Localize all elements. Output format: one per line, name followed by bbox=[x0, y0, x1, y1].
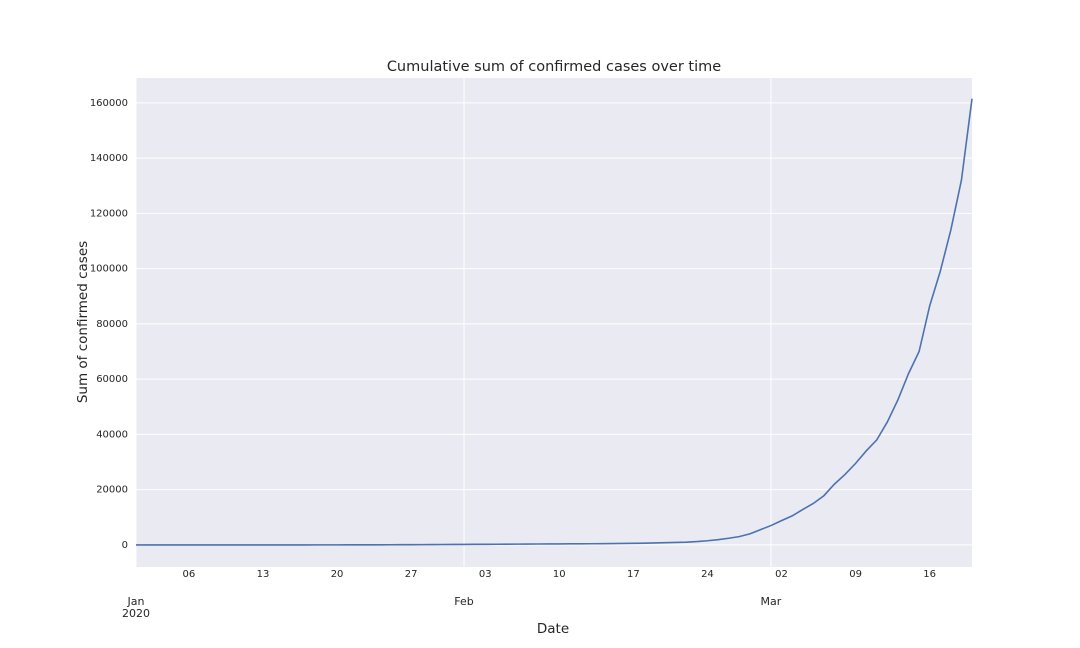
x-minor-tick-label: 13 bbox=[257, 569, 270, 580]
x-minor-tick-label: 20 bbox=[331, 569, 344, 580]
y-tick-label: 140000 bbox=[90, 153, 128, 164]
x-minor-tick-label: 27 bbox=[405, 569, 418, 580]
x-minor-tick-label: 09 bbox=[849, 569, 862, 580]
x-tick-year: 2020 bbox=[122, 607, 150, 620]
x-axis-label: Date bbox=[537, 621, 569, 637]
y-axis-label: Sum of confirmed cases bbox=[75, 241, 91, 403]
plot-area bbox=[136, 78, 972, 567]
x-tick-label: Mar bbox=[761, 595, 782, 608]
x-minor-tick-label: 10 bbox=[553, 569, 566, 580]
x-minor-tick-label: 16 bbox=[923, 569, 936, 580]
x-minor-tick-label: 17 bbox=[627, 569, 640, 580]
x-minor-tick-label: 24 bbox=[701, 569, 714, 580]
x-minor-tick-label: 06 bbox=[183, 569, 196, 580]
data-line bbox=[136, 98, 973, 546]
chart-title: Cumulative sum of confirmed cases over t… bbox=[387, 59, 721, 75]
y-tick-label: 0 bbox=[122, 540, 128, 551]
y-tick-label: 100000 bbox=[90, 264, 128, 275]
y-tick-label: 120000 bbox=[90, 208, 128, 219]
y-tick-label: 20000 bbox=[96, 485, 128, 496]
x-minor-tick-label: 03 bbox=[479, 569, 492, 580]
y-tick-label: 40000 bbox=[96, 429, 128, 440]
x-minor-tick-label: 02 bbox=[775, 569, 788, 580]
x-tick-label: Jan bbox=[127, 595, 145, 608]
y-tick-label: 160000 bbox=[90, 98, 128, 109]
y-tick-label: 60000 bbox=[96, 374, 128, 385]
x-tick-label: Feb bbox=[454, 595, 473, 608]
y-tick-label: 80000 bbox=[96, 319, 128, 330]
